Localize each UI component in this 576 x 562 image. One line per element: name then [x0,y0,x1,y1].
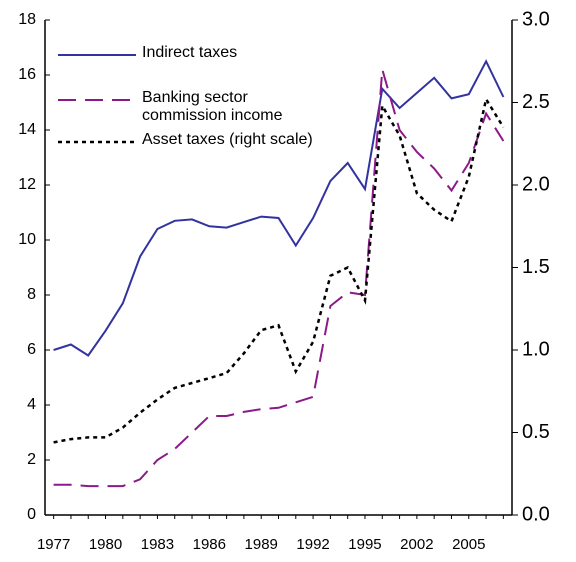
y-tick-label: 18 [18,11,36,28]
legend-item: Asset taxes (right scale) [142,131,313,148]
x-tick-label: 1995 [348,536,381,553]
y-tick-label: 4 [27,396,36,413]
series-line [53,69,505,488]
x-tick-label: 1980 [89,536,122,553]
y2-tick-label: 0.5 [522,421,550,443]
series-line [53,59,505,357]
x-tick-label: 2005 [452,536,485,553]
legend-label: Indirect taxes [142,44,238,61]
x-tick-label: 2002 [400,536,433,553]
x-tick-label: 1989 [245,536,278,553]
y-tick-label: 2 [27,451,36,468]
x-tick-label: 1977 [37,536,70,553]
y2-tick-label: 2.5 [522,91,550,113]
y2-tick-label: 3.0 [522,8,550,30]
x-tick-label: 1986 [193,536,226,553]
y-tick-label: 16 [18,66,36,83]
y-tick-label: 8 [27,286,36,303]
y-tick-label: 10 [18,231,36,248]
y-tick-label: 14 [18,121,36,138]
x-tick-label: 1992 [296,536,329,553]
x-tick-label: 1983 [141,536,174,553]
y-tick-label: 6 [27,341,36,358]
series-line [53,95,505,444]
legend-item: Indirect taxes [142,44,238,61]
y2-tick-label: 1.5 [522,256,550,278]
y-tick-label: 0 [27,506,36,523]
y-tick-label: 12 [18,176,36,193]
y2-tick-label: 1.0 [522,338,550,360]
y2-tick-label: 2.0 [522,173,550,195]
legend-label: Asset taxes (right scale) [142,131,313,148]
y2-tick-label: 0.0 [522,503,550,525]
legend-label: Banking sector commission income [142,89,283,124]
legend-item: Banking sector commission income [142,89,283,124]
